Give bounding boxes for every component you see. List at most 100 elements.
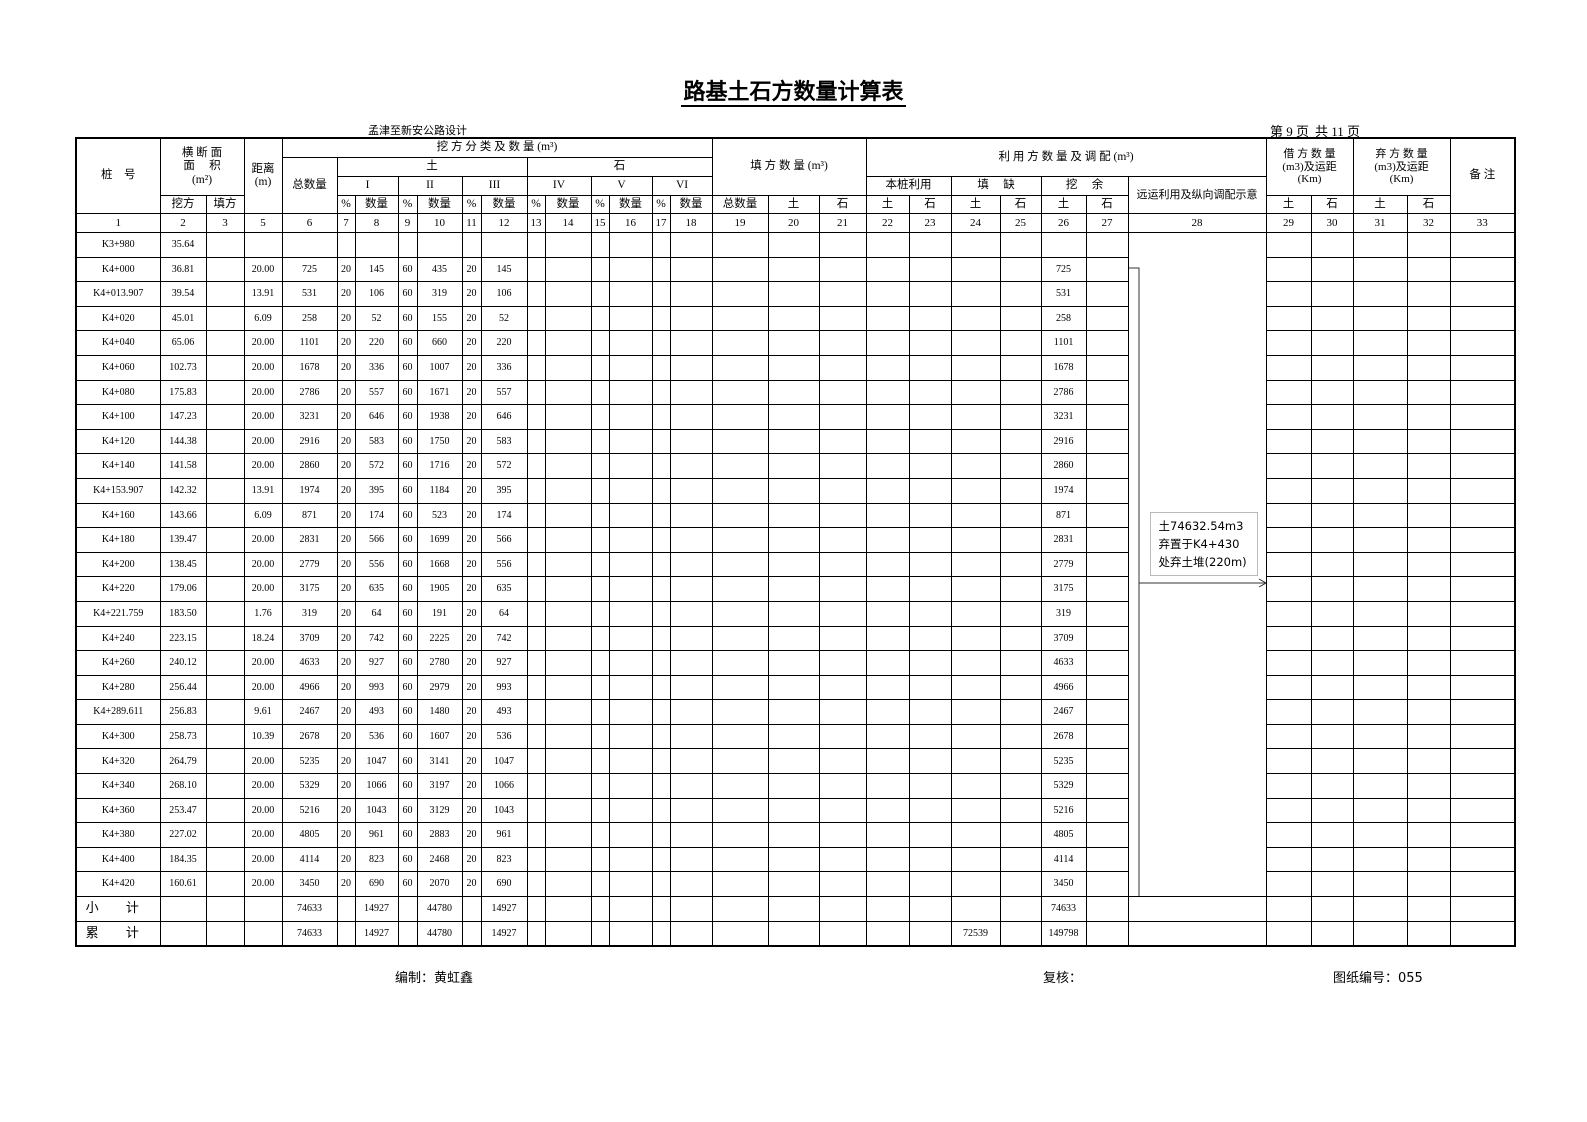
cell-empty: [818, 256, 867, 283]
cell-pct-ii: 60: [397, 871, 418, 898]
cell-empty: [950, 453, 1001, 479]
cell-pct-i: 20: [336, 453, 356, 479]
table-row: K4+400 184.35 20.00 4114 20 823 60 2468 20 823 411…: [75, 846, 1516, 873]
cell-empty: [1310, 699, 1354, 725]
cell-empty: [1449, 600, 1516, 627]
cell-empty: [908, 232, 952, 258]
cell-empty: [767, 822, 820, 848]
cell-pct-i: 20: [336, 551, 356, 578]
header-qty: 数量: [544, 195, 592, 214]
cell-empty: [526, 527, 546, 553]
cell-pct-iii: 20: [461, 625, 482, 652]
cell-empty: [651, 650, 671, 676]
cell-empty: [608, 600, 653, 627]
cell-empty: [651, 773, 671, 799]
cell-empty: [1406, 822, 1451, 848]
page-title: 路基土石方数量计算表: [681, 80, 906, 107]
cell-station: K4+300: [75, 723, 161, 750]
total-c6: 74633: [281, 920, 338, 947]
column-number: 30: [1310, 213, 1354, 233]
cell-surplus-soil: 2786: [1040, 379, 1087, 406]
cell-empty: [767, 896, 820, 922]
cell-cut-area: 268.10: [159, 773, 207, 799]
cell-pct-ii: 60: [397, 674, 418, 701]
cell-empty: [999, 896, 1042, 922]
cell-qty-i: 993: [354, 674, 399, 701]
cell-qty-i: 536: [354, 723, 399, 750]
cell-empty: [526, 453, 546, 479]
cell-empty: [608, 527, 653, 553]
cell-empty: [544, 232, 592, 258]
column-number: 11: [461, 213, 482, 233]
cell-empty: [526, 354, 546, 381]
cell-surplus-soil: 5216: [1040, 797, 1087, 824]
cell-empty: [1085, 305, 1129, 332]
cell-cut-area: 223.15: [159, 625, 207, 652]
cell-empty: [767, 748, 820, 775]
cell-fill-area: [205, 281, 245, 307]
cell-empty: [1352, 527, 1408, 553]
cell-fill-area: [205, 723, 245, 750]
cell-empty: [818, 699, 867, 725]
cell-empty: [397, 896, 418, 922]
cell-qty-i: 145: [354, 256, 399, 283]
cell-empty: [711, 232, 769, 258]
cell-qty-ii: 155: [416, 305, 463, 332]
haul-diagram-area: 土74632.54m3 弃置于K4+430 处弃土堆(220m): [1129, 233, 1266, 897]
cell-cut-area: 183.50: [159, 600, 207, 627]
cell-empty: [590, 330, 610, 356]
cell-empty: [608, 748, 653, 775]
cell-empty: [950, 625, 1001, 652]
cell-pct-iii: 20: [461, 477, 482, 504]
cell-total-qty: 1678: [281, 354, 338, 381]
cell-empty: [544, 404, 592, 430]
header-qty: 数量: [669, 195, 713, 214]
column-number: 20: [767, 213, 820, 233]
cell-total-qty: 5329: [281, 773, 338, 799]
cell-empty: [908, 773, 952, 799]
cell-empty: [950, 527, 1001, 553]
cell-empty: [950, 576, 1001, 602]
cell-qty-i: 742: [354, 625, 399, 652]
column-number: 33: [1449, 213, 1516, 233]
cell-qty-iii: 536: [480, 723, 528, 750]
header-distance: 距离 (m): [243, 137, 283, 214]
cell-surplus-soil: 5235: [1040, 748, 1087, 775]
cell-empty: [1310, 773, 1354, 799]
haul-diagram: 土74632.54m3 弃置于K4+430 处弃土堆(220m): [1127, 232, 1267, 897]
cell-empty: [526, 404, 546, 430]
cell-station: K4+420: [75, 871, 161, 898]
cell-empty: [608, 773, 653, 799]
cell-fill-area: [205, 330, 245, 356]
cell-pct-i: 20: [336, 354, 356, 381]
cell-empty: [908, 379, 952, 406]
cell-pct-iii: 20: [461, 674, 482, 701]
cell-pct-iii: 20: [461, 871, 482, 898]
cell-empty: [818, 428, 867, 455]
cell-empty: [950, 256, 1001, 283]
cell-empty: [1265, 600, 1312, 627]
cell-distance: 20.00: [243, 354, 283, 381]
cell-pct-iii: 20: [461, 281, 482, 307]
cell-qty-iii: 993: [480, 674, 528, 701]
cell-empty: [1449, 896, 1516, 922]
cell-cut-area: 240.12: [159, 650, 207, 676]
cell-empty: [544, 576, 592, 602]
cell-empty: [1310, 576, 1354, 602]
cell-empty: [711, 699, 769, 725]
header-rock: 石: [526, 157, 713, 177]
cell-empty: [1449, 699, 1516, 725]
cell-station: K4+289.611: [75, 699, 161, 725]
cell-cut-area: 264.79: [159, 748, 207, 775]
cell-pct-iii: 20: [461, 354, 482, 381]
cell-pct-i: 20: [336, 305, 356, 332]
total-c24: 72539: [950, 920, 1001, 947]
cell-empty: [544, 600, 592, 627]
cell-empty: [1449, 256, 1516, 283]
cell-distance: 20.00: [243, 256, 283, 283]
cell-empty: [908, 846, 952, 873]
cell-empty: [950, 404, 1001, 430]
cell-pct-iii: 20: [461, 551, 482, 578]
cell-pct-iii: 20: [461, 699, 482, 725]
cell-empty: [669, 871, 713, 898]
